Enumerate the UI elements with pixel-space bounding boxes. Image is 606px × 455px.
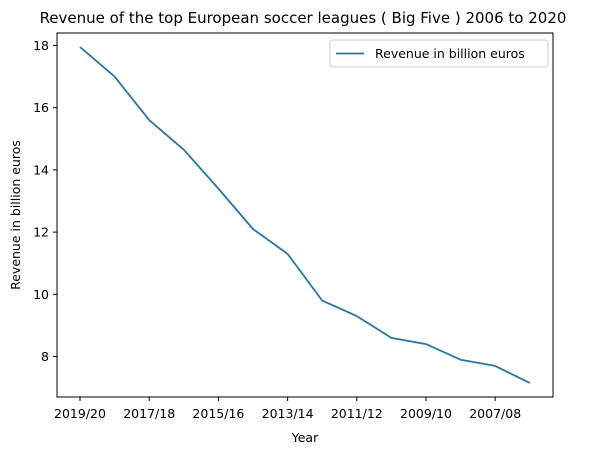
legend-box <box>329 39 549 68</box>
legend: Revenue in billion euros <box>329 39 549 68</box>
x-axis-ticks: 2019/20 2017/18 2015/16 2013/14 2011/12 2009/… <box>54 397 521 421</box>
x-tick-label: 2009/10 <box>400 406 452 421</box>
y-tick-label: 18 <box>33 38 49 53</box>
x-axis-label: Year <box>291 430 319 445</box>
x-tick-label: 2013/14 <box>262 406 314 421</box>
y-axis-label: Revenue in billion euros <box>8 140 23 290</box>
x-tick-label: 2015/16 <box>192 406 244 421</box>
x-tick-label: 2017/18 <box>123 406 175 421</box>
y-tick-label: 16 <box>33 100 49 115</box>
y-tick-label: 10 <box>33 287 49 302</box>
plot-frame <box>56 32 554 398</box>
x-tick-label: 2007/08 <box>469 406 521 421</box>
legend-label: Revenue in billion euros <box>375 46 525 61</box>
y-tick-label: 14 <box>33 162 49 177</box>
chart-title: Revenue of the top European soccer leagu… <box>40 9 567 27</box>
x-tick-label: 2011/12 <box>331 406 383 421</box>
y-axis-ticks: 8 10 12 14 16 18 <box>33 38 57 364</box>
y-tick-label: 8 <box>41 349 49 364</box>
series-line-0 <box>79 46 531 384</box>
plot-series <box>79 46 531 384</box>
y-tick-label: 12 <box>33 225 49 240</box>
x-tick-label: 2019/20 <box>54 406 106 421</box>
